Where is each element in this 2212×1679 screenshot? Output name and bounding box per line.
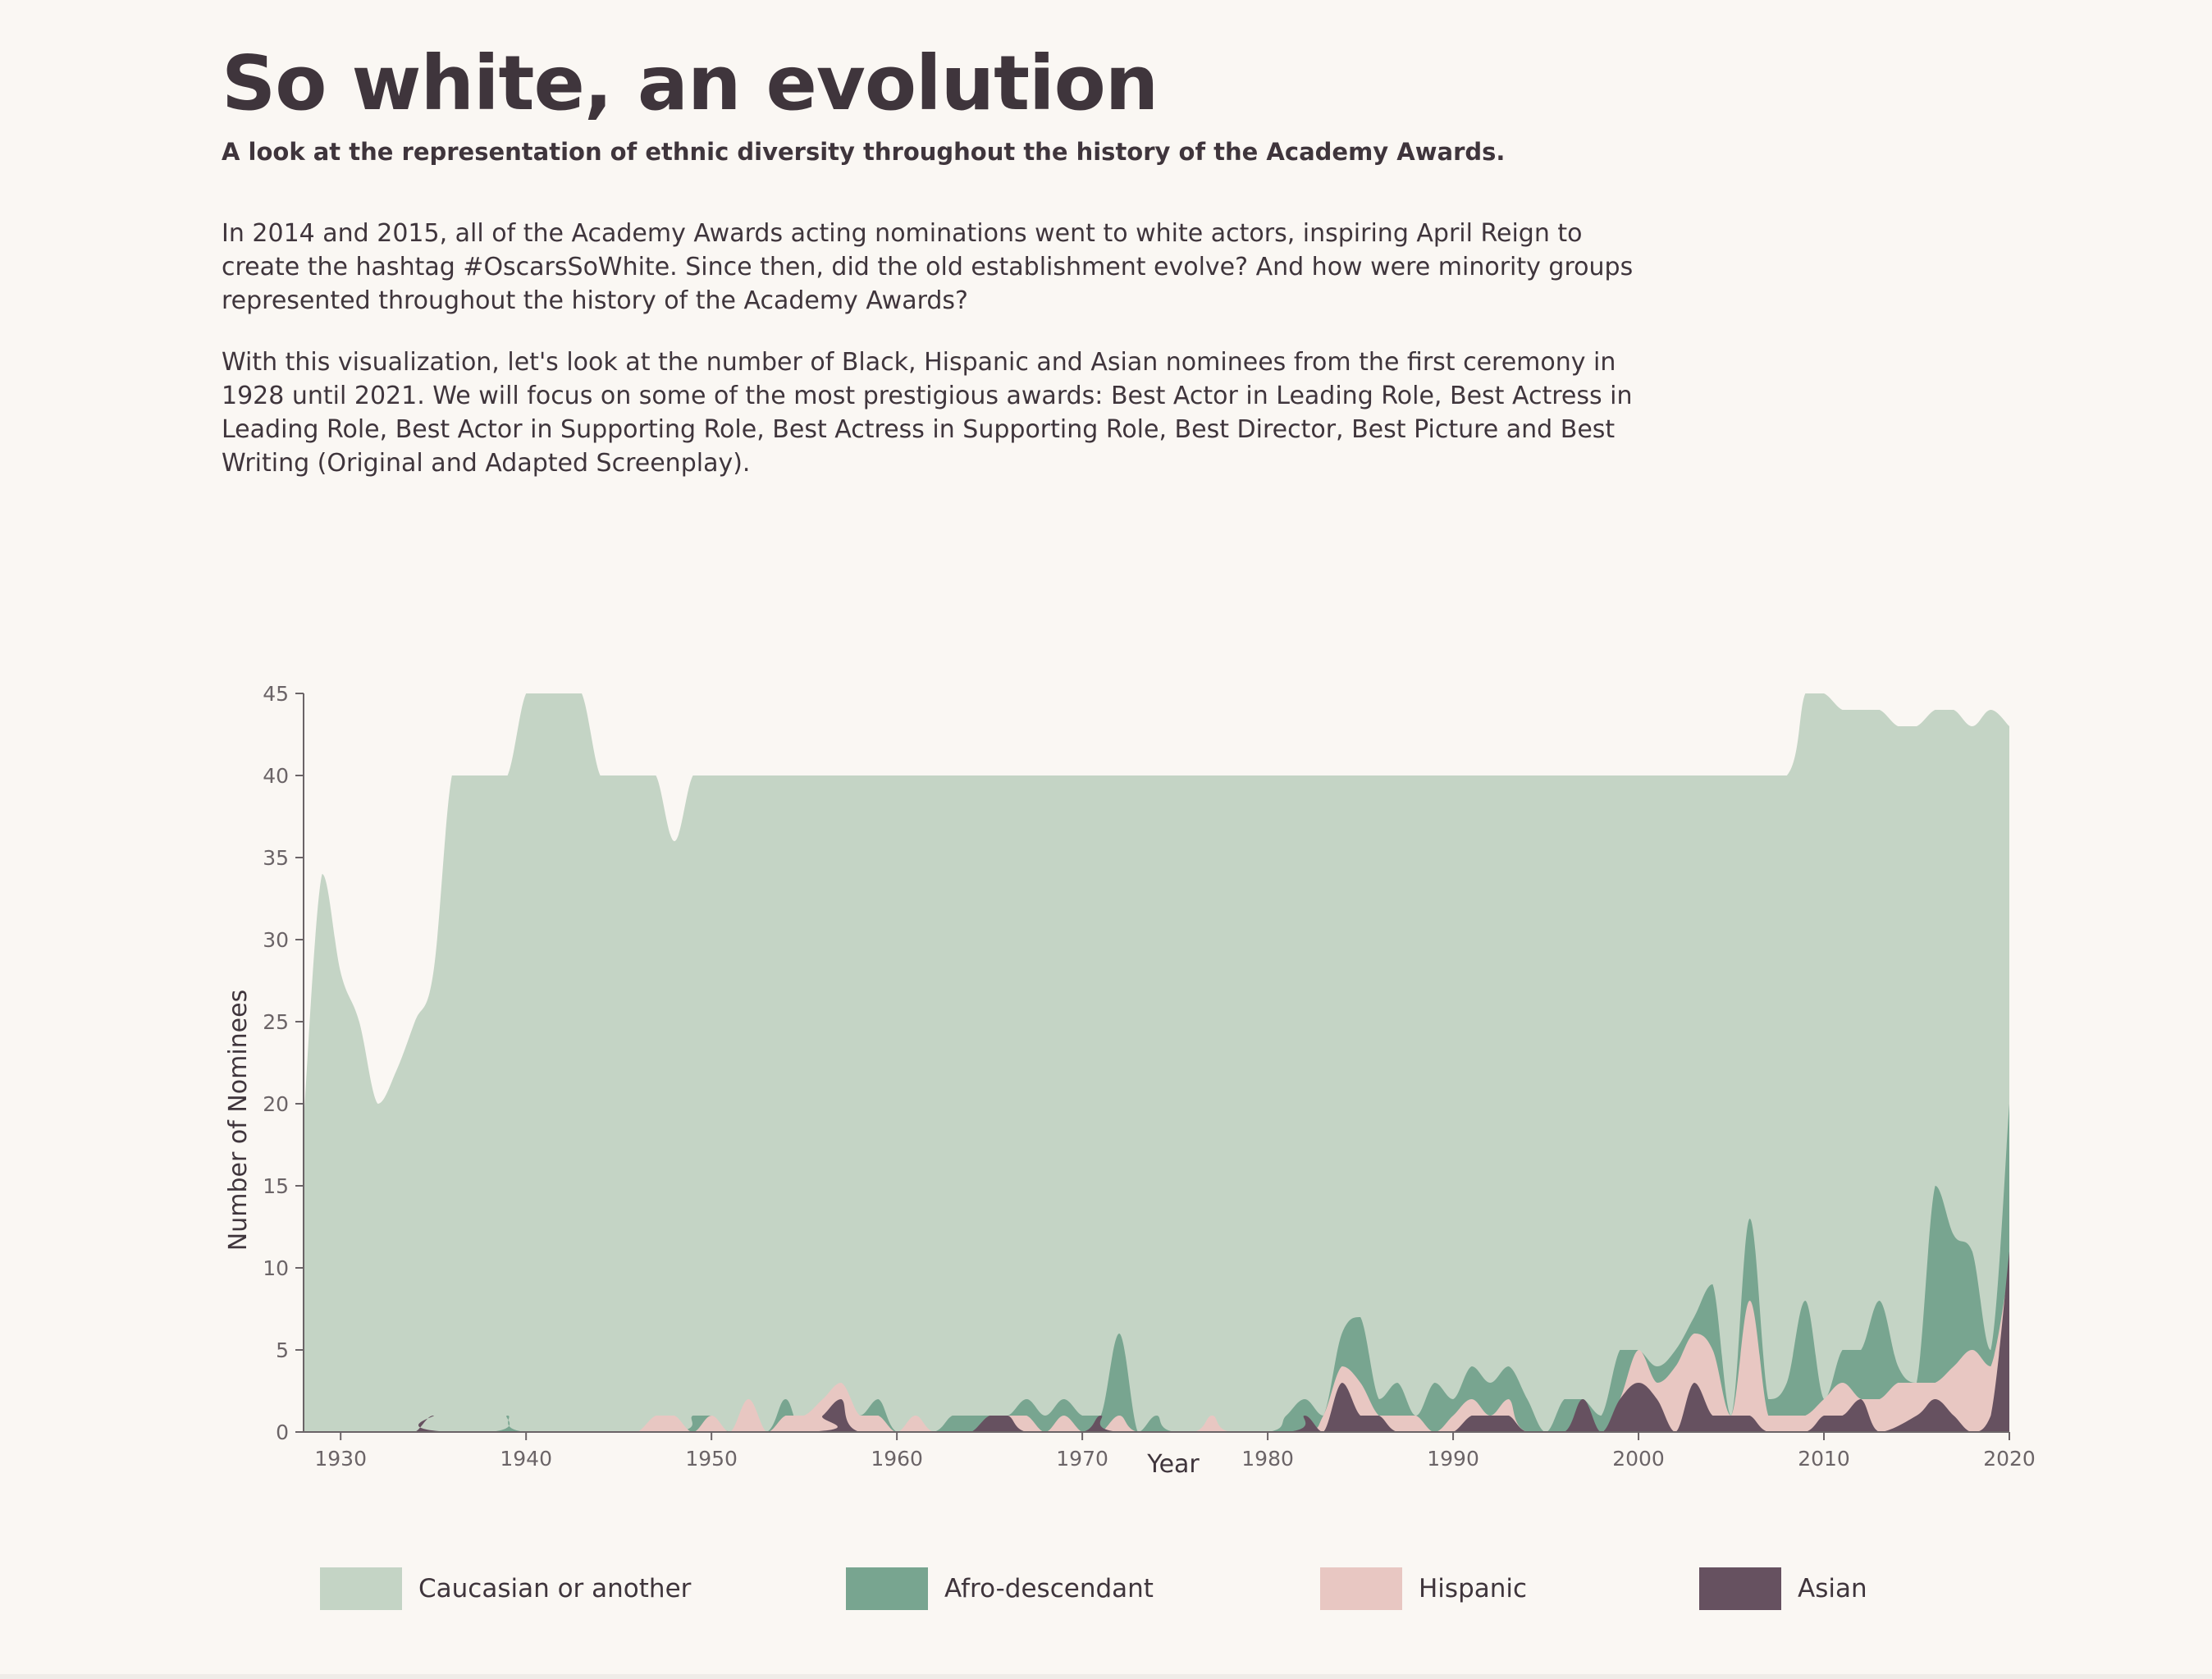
legend-swatch-asian xyxy=(1699,1567,1781,1610)
x-tick-label: 2020 xyxy=(1983,1447,2036,1471)
page-title: So white, an evolution xyxy=(222,39,1159,127)
x-tick-label: 1950 xyxy=(685,1447,738,1471)
legend-item-hispanic: Hispanic xyxy=(1320,1567,1527,1610)
y-tick-label: 20 xyxy=(263,1092,289,1116)
y-tick-label: 25 xyxy=(263,1010,289,1034)
legend-swatch-hispanic xyxy=(1320,1567,1402,1610)
chart-legend: Caucasian or another Afro-descendant His… xyxy=(0,1567,2212,1613)
chart-areas xyxy=(304,693,2009,1432)
y-axis: 0 5 10 15 20 25 30 35 40 45 xyxy=(263,682,304,1444)
legend-item-asian: Asian xyxy=(1699,1567,1867,1610)
legend-swatch-caucasian xyxy=(320,1567,402,1610)
y-tick-label: 35 xyxy=(263,846,289,870)
x-axis-title: Year xyxy=(1146,1450,1200,1479)
x-tick-label: 1940 xyxy=(500,1447,552,1471)
legend-swatch-afro-descendant xyxy=(846,1567,928,1610)
x-tick-label: 1990 xyxy=(1427,1447,1479,1471)
y-tick-label: 40 xyxy=(263,764,289,788)
x-tick-label: 1980 xyxy=(1241,1447,1294,1471)
x-tick-label: 1960 xyxy=(871,1447,923,1471)
legend-label-caucasian: Caucasian or another xyxy=(418,1574,692,1604)
y-tick-label: 10 xyxy=(263,1256,289,1280)
legend-label-hispanic: Hispanic xyxy=(1419,1574,1528,1604)
x-tick-label: 2000 xyxy=(1612,1447,1665,1471)
intro-paragraph-1: In 2014 and 2015, all of the Academy Awa… xyxy=(222,219,1634,315)
area-caucasian-or-another xyxy=(304,693,2009,1432)
y-tick-label: 15 xyxy=(263,1174,289,1198)
legend-item-caucasian: Caucasian or another xyxy=(320,1567,691,1610)
x-tick-label: 2010 xyxy=(1798,1447,1850,1471)
y-tick-label: 0 xyxy=(276,1421,289,1444)
legend-label-asian: Asian xyxy=(1798,1574,1867,1604)
y-tick-label: 5 xyxy=(276,1338,289,1362)
x-tick-label: 1970 xyxy=(1056,1447,1108,1471)
x-tick-label: 1930 xyxy=(314,1447,367,1471)
y-axis-title: Number of Nominees xyxy=(224,990,253,1251)
y-tick-label: 30 xyxy=(263,928,289,952)
y-tick-label: 45 xyxy=(263,682,289,706)
legend-item-afro-descendant: Afro-descendant xyxy=(846,1567,1154,1610)
page-subtitle: A look at the representation of ethnic d… xyxy=(222,138,1506,166)
intro-paragraph-2: With this visualization, let's look at t… xyxy=(222,348,1633,478)
x-axis: 1930 1940 1950 1960 1970 1980 1990 2000 2010 2020 xyxy=(304,1431,2036,1471)
page-footer-strip xyxy=(0,1674,2212,1679)
legend-label-afro-descendant: Afro-descendant xyxy=(944,1574,1154,1604)
